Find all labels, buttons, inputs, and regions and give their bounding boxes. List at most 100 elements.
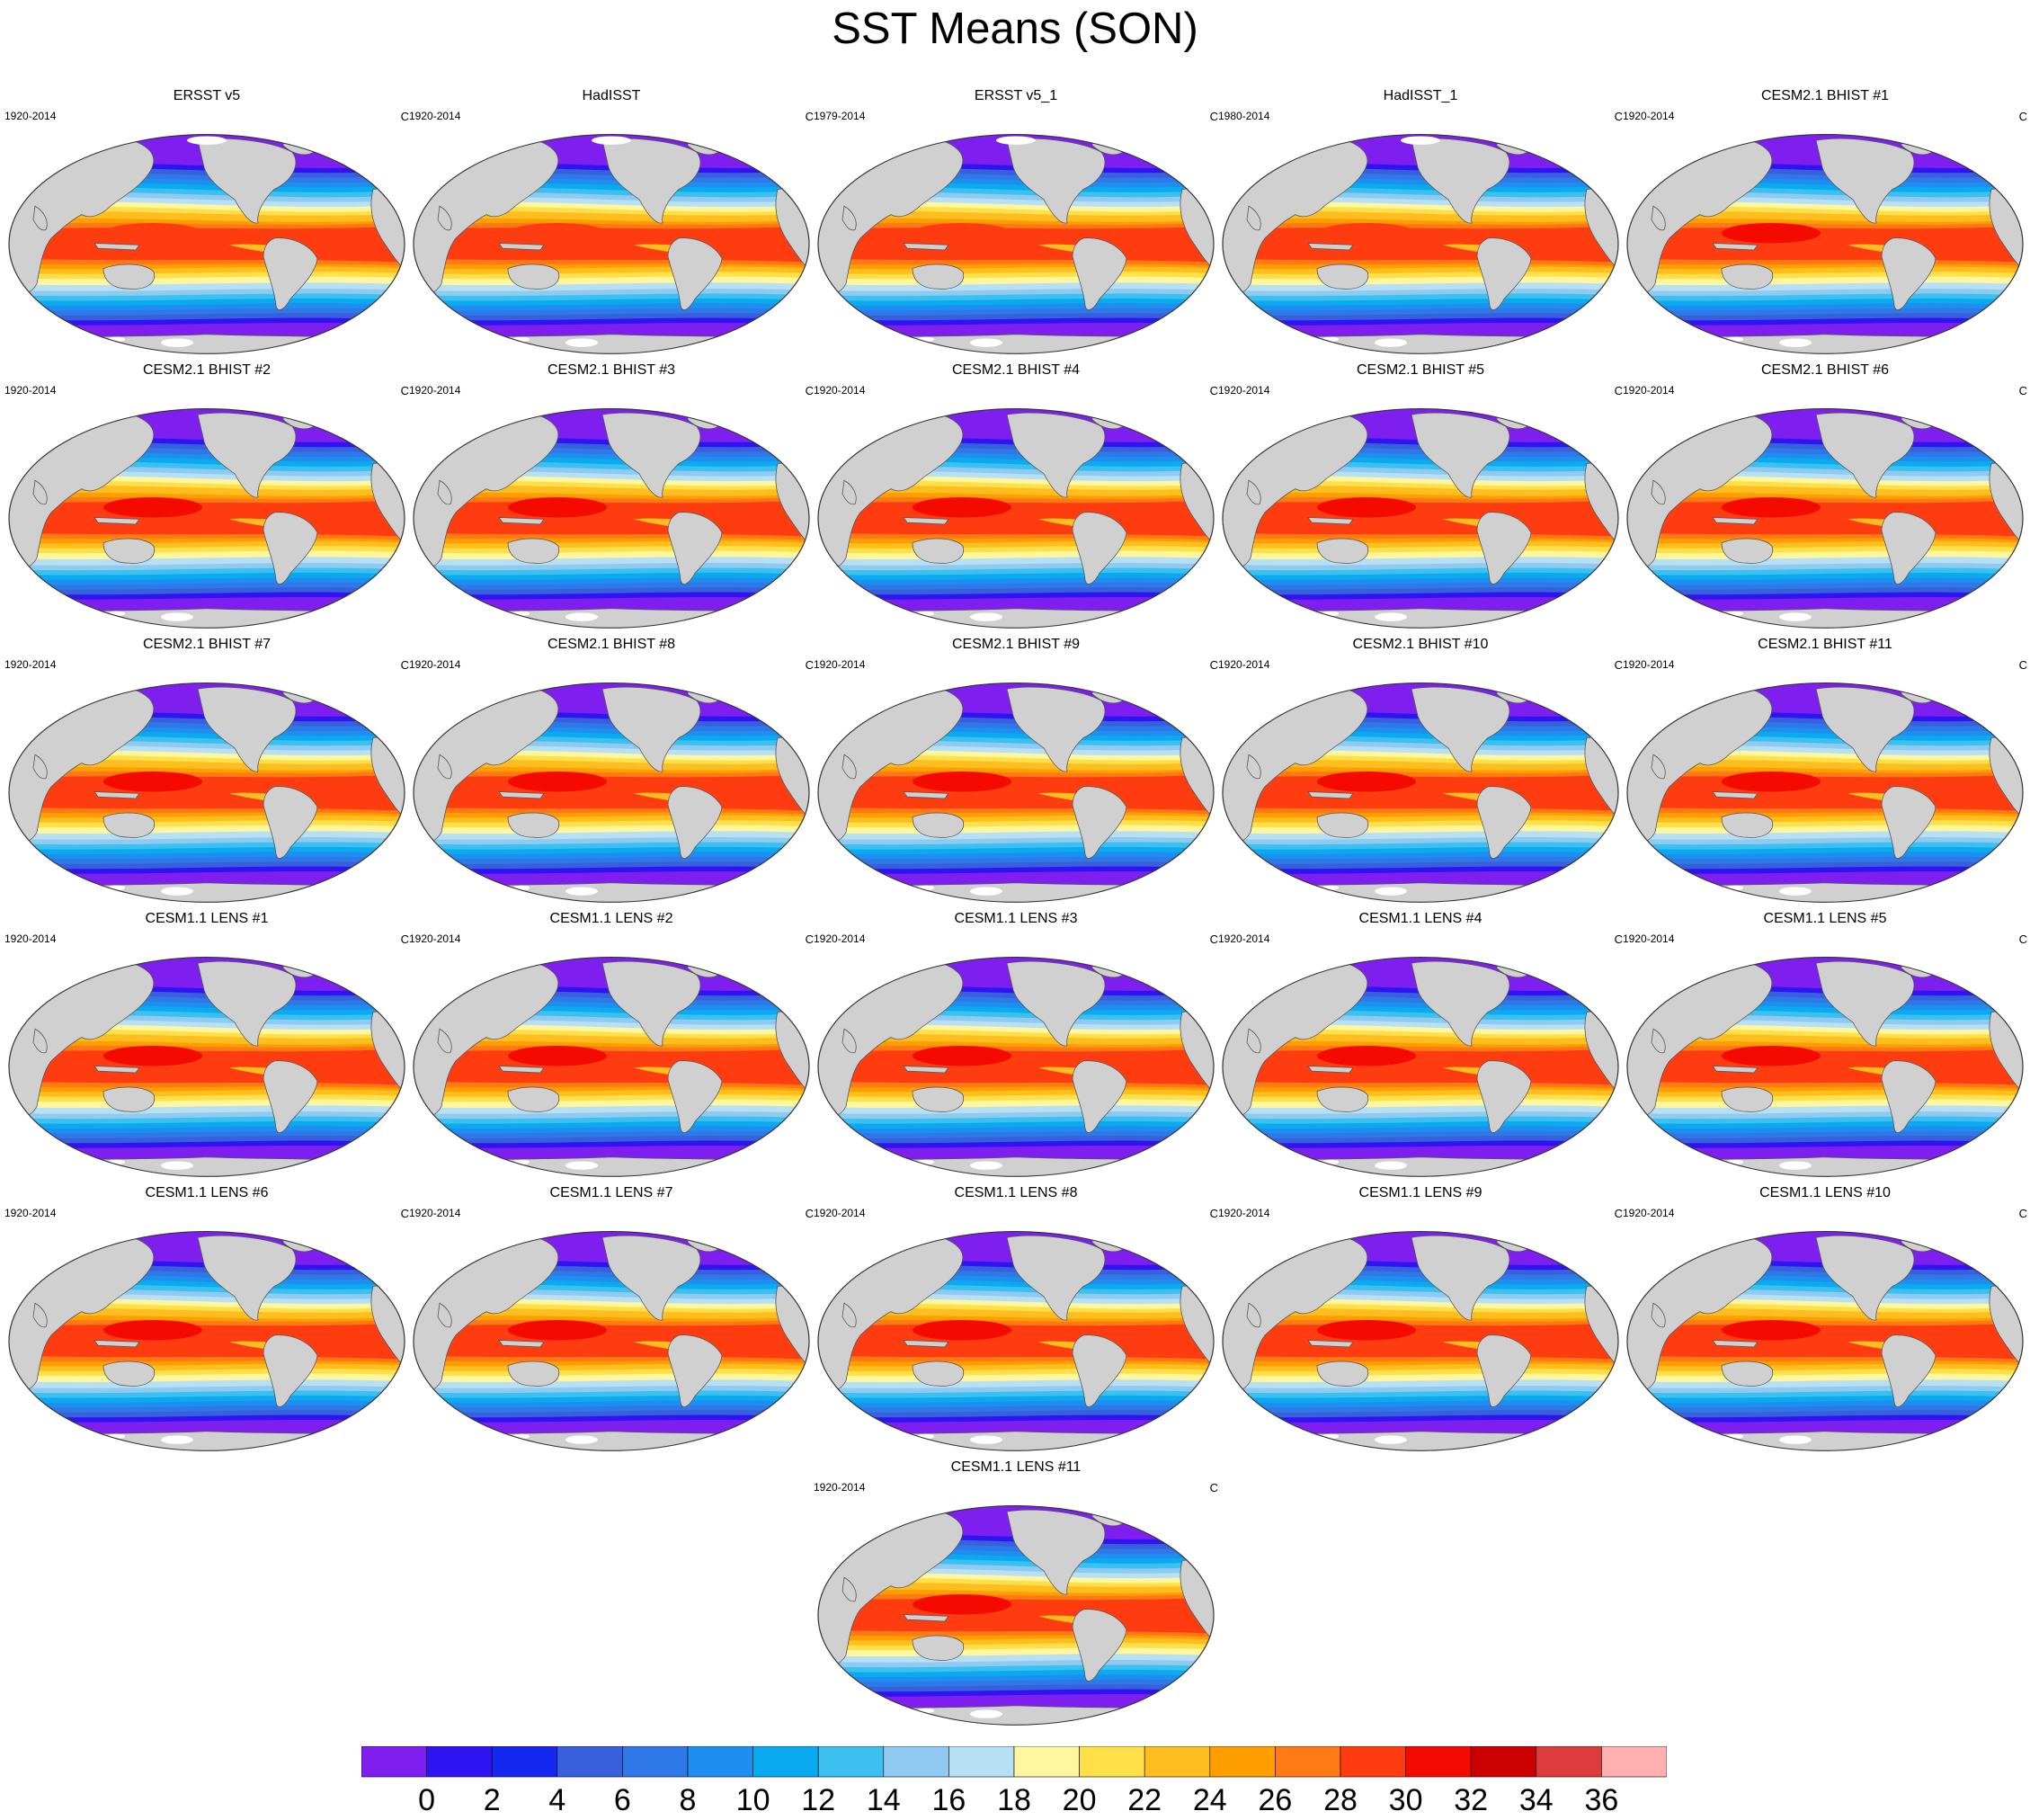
land-mass bbox=[1316, 538, 1369, 564]
map-border bbox=[413, 134, 810, 354]
land-mass bbox=[1223, 334, 1618, 354]
panel-units: C bbox=[400, 932, 409, 946]
colorbar-tick-label: 36 bbox=[1584, 1783, 1619, 1817]
panel-period: 1920-2014 bbox=[814, 658, 866, 671]
land-mass bbox=[912, 1361, 965, 1387]
sst-map bbox=[8, 134, 405, 354]
map-border bbox=[1626, 408, 2024, 629]
map-border bbox=[8, 134, 405, 354]
land-mass bbox=[1721, 538, 1774, 564]
colorbar-tick-label: 16 bbox=[931, 1783, 966, 1817]
sst-band bbox=[414, 775, 809, 810]
land-mass bbox=[1881, 512, 1937, 584]
colorbar-tick-label: 14 bbox=[866, 1783, 901, 1817]
land-mass bbox=[498, 1340, 545, 1348]
map-panel: CESM2.1 BHIST #1 1920-2014 C bbox=[1623, 88, 2027, 358]
land-mass bbox=[1411, 960, 1510, 1047]
panel-title: CESM1.1 LENS #6 bbox=[145, 1185, 269, 1200]
panel-units: C bbox=[1209, 932, 1218, 946]
land-mass bbox=[1627, 1431, 2023, 1451]
land-mass bbox=[1307, 791, 1354, 799]
sst-map bbox=[817, 408, 1215, 629]
panel-period: 1920-2014 bbox=[1218, 1207, 1270, 1219]
panel-period: 1920-2014 bbox=[1623, 110, 1675, 122]
land-mass bbox=[1476, 237, 1532, 310]
land-mass bbox=[9, 608, 405, 629]
sst-map bbox=[8, 957, 405, 1177]
land-mass bbox=[818, 608, 1214, 629]
colorbar-box bbox=[556, 1746, 623, 1778]
land-mass bbox=[1651, 1302, 1666, 1328]
warm-pool bbox=[1722, 1320, 1821, 1341]
land-mass bbox=[1223, 882, 1618, 903]
warm-pool bbox=[1722, 223, 1821, 244]
land-mass bbox=[32, 754, 48, 780]
warm-pool bbox=[103, 223, 202, 244]
land-mass bbox=[1712, 791, 1758, 799]
sst-map bbox=[1222, 408, 1619, 629]
warm-pool bbox=[508, 772, 607, 792]
panel-period: 1920-2014 bbox=[814, 384, 866, 397]
warm-pool bbox=[103, 772, 202, 792]
colorbar-box bbox=[491, 1746, 558, 1778]
land-mass bbox=[498, 517, 545, 525]
land-mass bbox=[102, 1361, 156, 1387]
panel-units: C bbox=[400, 110, 409, 123]
sst-band bbox=[1223, 1049, 1618, 1084]
sst-band bbox=[1223, 1324, 1618, 1359]
panel-units: C bbox=[2018, 932, 2027, 946]
land-mass bbox=[1307, 243, 1354, 251]
sst-map bbox=[1626, 408, 2024, 629]
panel-units: C bbox=[2018, 1207, 2027, 1220]
panel-title: CESM2.1 BHIST #6 bbox=[1761, 362, 1889, 378]
panel-units: C bbox=[400, 658, 409, 672]
map-panel: CESM1.1 LENS #5 1920-2014 C bbox=[1623, 911, 2027, 1181]
map-panel: CESM2.1 BHIST #5 1920-2014 C bbox=[1218, 362, 1623, 632]
land-mass bbox=[601, 412, 701, 498]
land-mass bbox=[601, 686, 701, 772]
land-mass bbox=[1815, 412, 1915, 498]
land-mass bbox=[1072, 1609, 1127, 1682]
warm-pool bbox=[913, 1046, 1011, 1066]
land-mass bbox=[498, 1066, 545, 1074]
colorbar-box bbox=[622, 1746, 689, 1778]
sst-band bbox=[9, 775, 405, 810]
land-mass bbox=[1721, 812, 1774, 838]
land-mass bbox=[1721, 1361, 1774, 1387]
map-panel: HadISST 1920-2014 C bbox=[409, 88, 814, 358]
land-mass bbox=[498, 243, 545, 251]
land-mass bbox=[1411, 1235, 1510, 1321]
land-mass bbox=[437, 479, 452, 505]
land-mass bbox=[1712, 1340, 1758, 1348]
sst-band bbox=[414, 227, 809, 262]
colorbar-box bbox=[1209, 1746, 1276, 1778]
land-mass bbox=[32, 479, 48, 505]
sst-map bbox=[817, 1505, 1215, 1726]
colorbar-tick-label: 10 bbox=[735, 1783, 770, 1817]
land-mass bbox=[903, 243, 949, 251]
warm-pool bbox=[913, 772, 1011, 792]
land-mass bbox=[1411, 412, 1510, 498]
sst-map bbox=[817, 1231, 1215, 1451]
land-mass bbox=[1316, 1086, 1369, 1112]
land-mass bbox=[437, 1302, 452, 1328]
land-mass bbox=[1072, 237, 1127, 310]
land-mass bbox=[507, 1361, 560, 1387]
land-mass bbox=[912, 538, 965, 564]
land-mass bbox=[32, 205, 48, 231]
panel-period: 1920-2014 bbox=[409, 658, 461, 671]
land-mass bbox=[1316, 1361, 1369, 1387]
colorbar-box bbox=[752, 1746, 819, 1778]
land-mass bbox=[1411, 138, 1510, 224]
sst-map bbox=[1222, 1231, 1619, 1451]
map-panel: CESM2.1 BHIST #2 1920-2014 C bbox=[4, 362, 409, 632]
colorbar-tick-label: 18 bbox=[997, 1783, 1031, 1817]
warm-pool bbox=[1722, 497, 1821, 518]
panel-units: C bbox=[1209, 110, 1218, 123]
land-mass bbox=[841, 205, 857, 231]
colorbar bbox=[361, 1746, 1667, 1778]
colorbar-box bbox=[1275, 1746, 1341, 1778]
land-mass bbox=[197, 960, 297, 1047]
panel-title: CESM2.1 BHIST #1 bbox=[1761, 88, 1889, 103]
land-mass bbox=[102, 263, 156, 290]
